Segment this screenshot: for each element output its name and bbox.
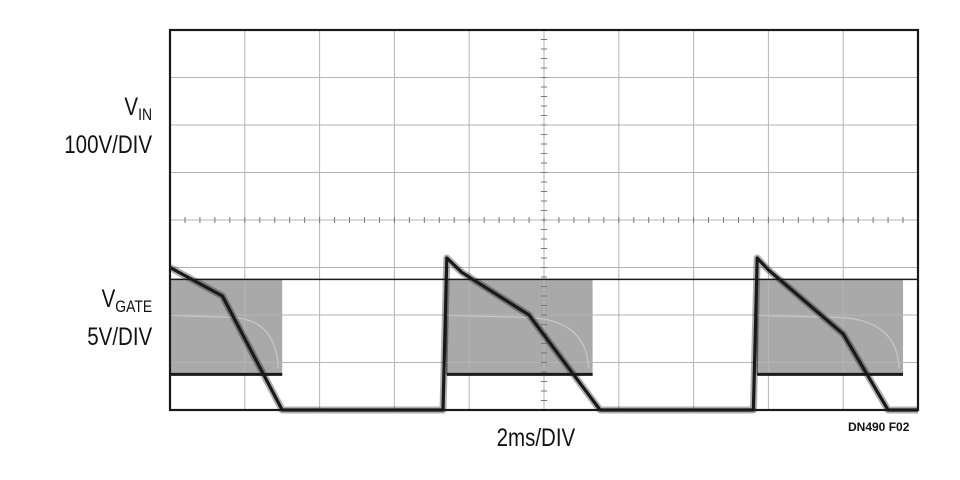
channel-1-label: VIN 100V/DIV — [64, 92, 152, 161]
figure-id: DN490 F02 — [848, 420, 910, 434]
channel-1-scale: 100V/DIV — [64, 131, 152, 159]
timebase-label: 2ms/DIV — [496, 424, 576, 452]
gate-pulse-1 — [170, 279, 283, 375]
channel-2-label: VGATE 5V/DIV — [87, 284, 152, 353]
channel-2-name: V — [101, 285, 116, 313]
gate-pulse-2 — [446, 279, 593, 375]
channel-2-name-subscript: GATE — [115, 297, 152, 316]
gate-pulse-texture-3 — [757, 314, 900, 369]
gate-pulse-3 — [757, 279, 904, 375]
channel-1-name: V — [124, 93, 139, 121]
channel-2-scale: 5V/DIV — [87, 323, 152, 351]
screen-frame — [168, 28, 920, 412]
channel-1-name-subscript: IN — [138, 105, 152, 124]
